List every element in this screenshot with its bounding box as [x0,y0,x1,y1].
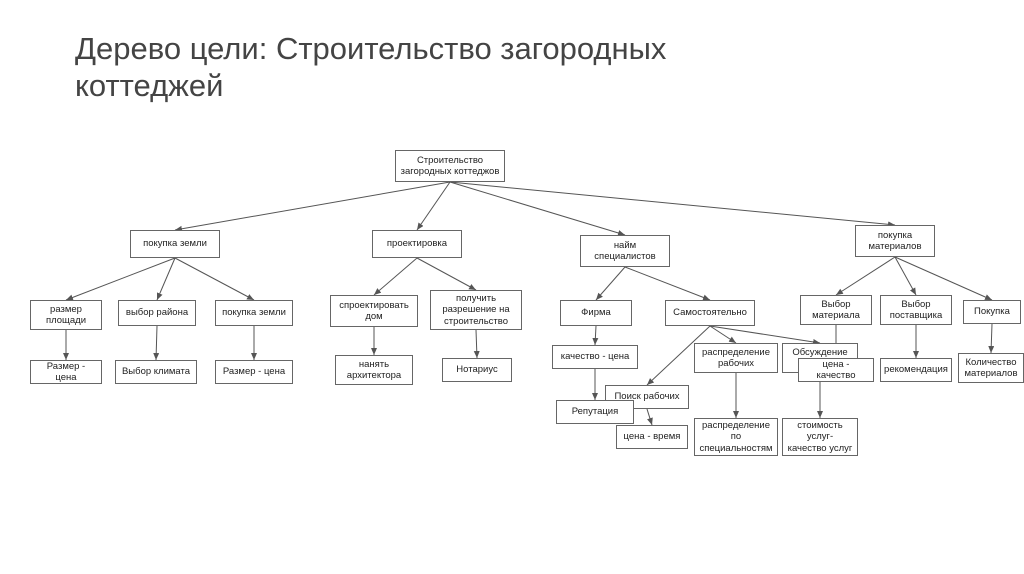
tree-node-b3: найм специалистов [580,235,670,267]
tree-node-d21: нанять архитектора [335,355,413,385]
tree-node-c21: спроектировать дом [330,295,418,327]
page-title: Дерево цели: Строительство загородных ко… [75,30,666,104]
tree-node-e311: Репутация [556,400,634,424]
tree-node-d311: качество - цена [552,345,638,369]
tree-node-c22: получить разрешение на строительство [430,290,522,330]
tree-node-c32: Самостоятельно [665,300,755,326]
tree-node-e322: распределение по специальностям [694,418,778,456]
tree-node-d13: Размер - цена [215,360,293,384]
tree-node-c42: Выбор поставщика [880,295,952,325]
tree-node-d42: рекомендация [880,358,952,382]
tree-node-c11: размер площади [30,300,102,330]
tree-node-d322: распределение рабочих [694,343,778,373]
tree-node-d43: Количество материалов [958,353,1024,383]
tree-node-c12: выбор района [118,300,196,326]
tree-node-b4: покупка материалов [855,225,935,257]
tree-node-b2: проектировка [372,230,462,258]
tree-node-c13: покупка земли [215,300,293,326]
tree-node-b1: покупка земли [130,230,220,258]
tree-node-e323: стоимость услуг- качество услуг [782,418,858,456]
tree-node-d12: Выбор климата [115,360,197,384]
tree-node-d22: Нотариус [442,358,512,382]
tree-node-c31: Фирма [560,300,632,326]
tree-node-d11: Размер - цена [30,360,102,384]
tree-node-e321: цена - время [616,425,688,449]
tree-node-c41: Выбор материала [800,295,872,325]
tree-node-root: Строительство загородных коттеджов [395,150,505,182]
tree-node-d41: цена - качество [798,358,874,382]
tree-node-c43: Покупка [963,300,1021,324]
